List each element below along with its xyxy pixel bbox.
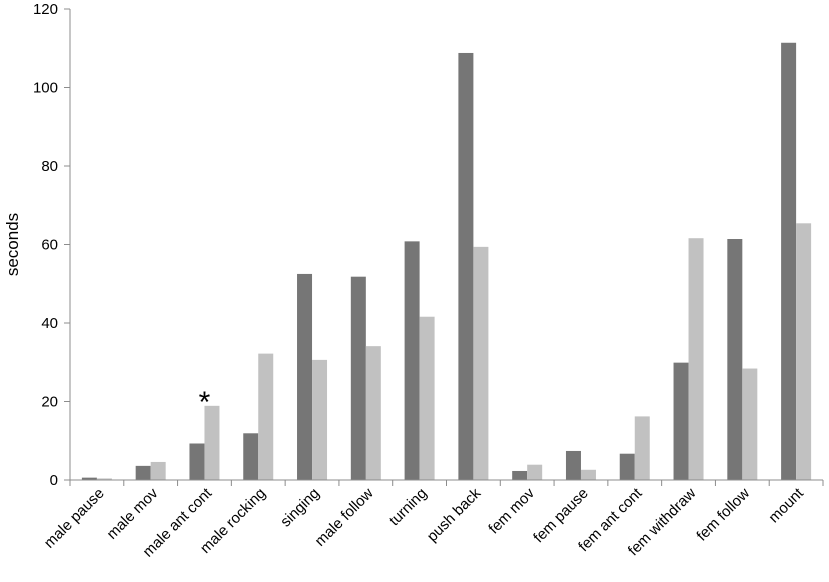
significance-asterisk: * <box>199 386 211 419</box>
bars-group <box>81 42 812 481</box>
bar-series1-male-pause <box>81 477 97 480</box>
bar-series1-fem-follow <box>727 239 743 480</box>
y-tick-label: 100 <box>33 80 58 97</box>
bar-series2-fem-follow <box>742 368 758 480</box>
bar-series2-fem-pause <box>580 469 596 480</box>
x-category-label: singing <box>277 485 323 531</box>
x-category-label: male follow <box>312 485 377 550</box>
bar-series2-male-follow <box>365 346 381 480</box>
y-tick-label: 20 <box>41 394 58 411</box>
y-tick-label: 0 <box>50 472 58 489</box>
bar-series2-fem-withdraw <box>688 238 704 480</box>
x-category-label: fem mov <box>485 484 538 537</box>
bar-series1-mount <box>781 42 797 480</box>
bar-series1-male-ant-cont <box>189 443 205 480</box>
bar-series2-singing <box>312 359 328 480</box>
bar-series1-push-back <box>458 52 474 481</box>
x-category-label: fem follow <box>693 485 753 545</box>
bar-series1-singing <box>297 273 313 480</box>
bar-series2-fem-mov <box>527 464 543 480</box>
bar-series1-male-mov <box>135 465 151 480</box>
y-axis-label: seconds <box>3 213 22 276</box>
y-ticks-group: 0 20 40 60 80 100 120 <box>33 1 70 489</box>
y-tick-label: 40 <box>41 315 58 332</box>
y-tick-label: 120 <box>33 1 58 18</box>
x-category-label: push back <box>424 484 485 545</box>
bar-series1-male-rocking <box>243 433 259 480</box>
bar-series1-fem-ant-cont <box>619 453 635 480</box>
bar-series1-fem-pause <box>565 450 581 480</box>
bar-series2-push-back <box>473 246 489 480</box>
bar-series2-mount <box>796 223 812 480</box>
bar-series2-turning <box>419 316 435 480</box>
annotations-group: * <box>199 386 211 419</box>
bar-series2-male-ant-cont <box>204 405 220 480</box>
bar-series2-male-pause <box>96 478 112 480</box>
bar-series1-turning <box>404 241 420 480</box>
y-tick-label: 80 <box>41 158 58 175</box>
bar-series1-fem-withdraw <box>673 362 689 480</box>
x-category-label: turning <box>386 485 430 529</box>
bar-series1-fem-mov <box>512 470 528 480</box>
x-category-label: mount <box>765 484 807 526</box>
x-category-label: male pause <box>41 485 108 552</box>
bar-series2-male-rocking <box>258 353 274 480</box>
y-tick-label: 60 <box>41 237 58 254</box>
bar-series2-male-mov <box>150 461 166 480</box>
bar-series1-male-follow <box>350 276 366 480</box>
bar-series2-fem-ant-cont <box>634 416 650 480</box>
